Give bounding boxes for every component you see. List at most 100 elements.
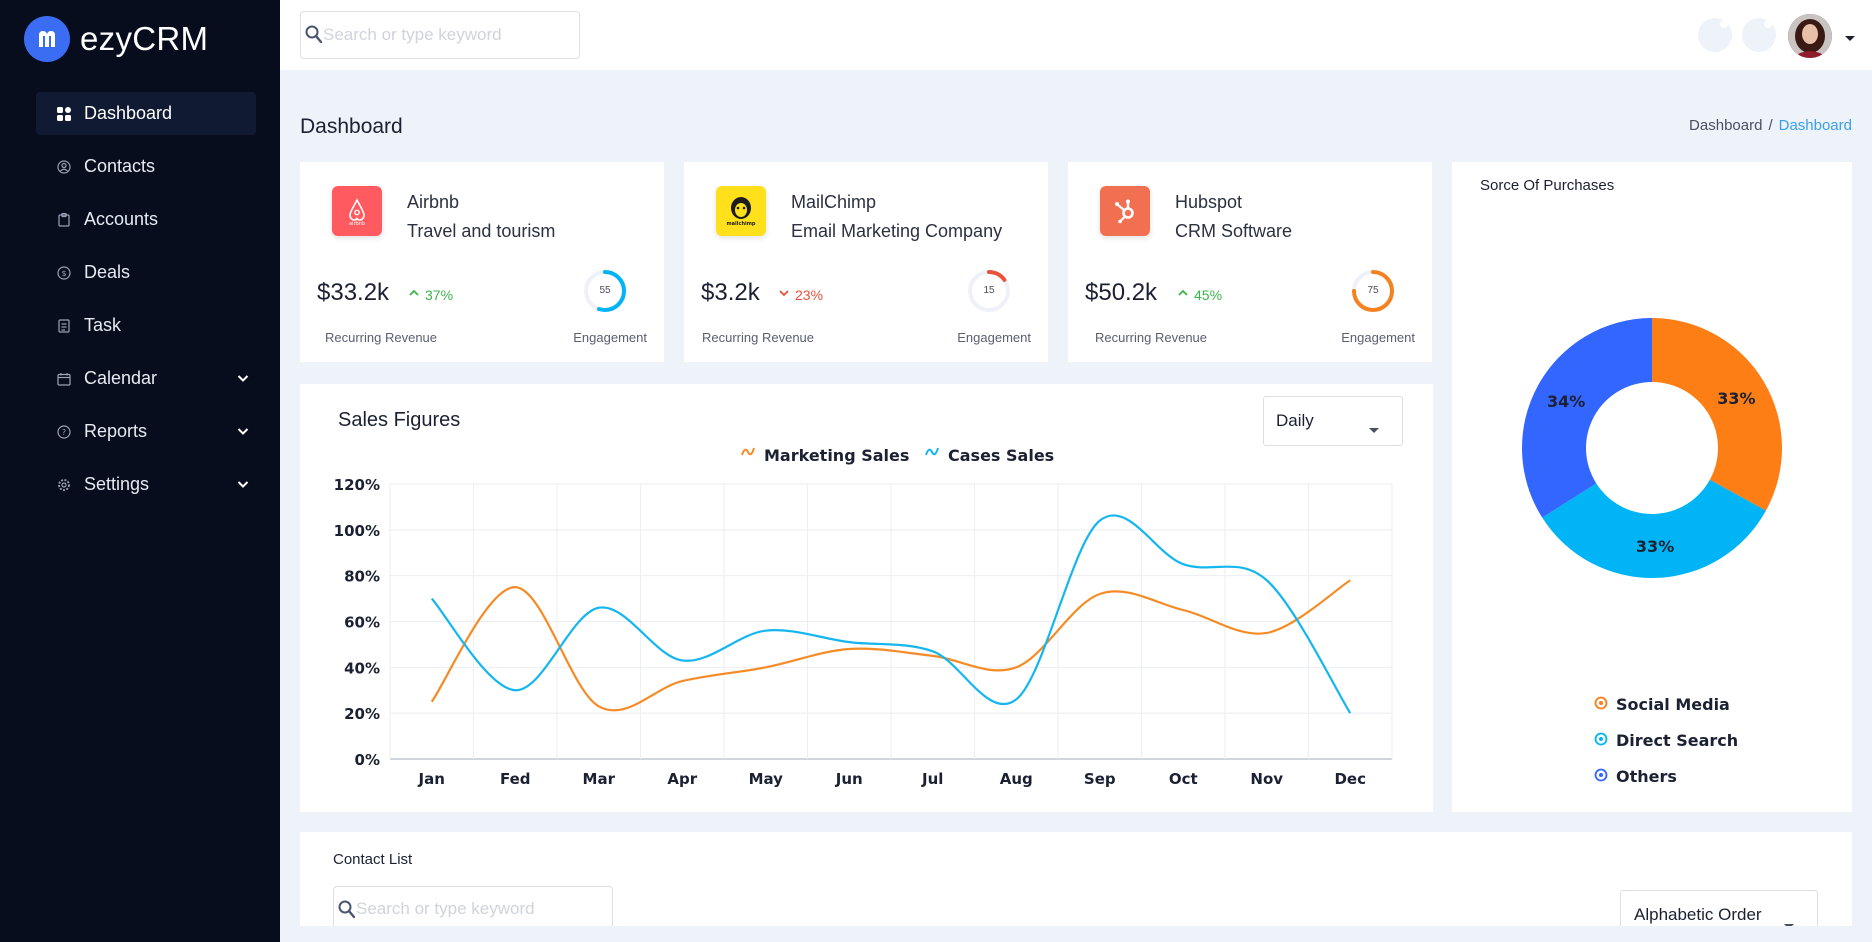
revenue-value: $3.2k bbox=[701, 279, 760, 306]
deals-icon: $ bbox=[56, 265, 72, 281]
y-tick-label: 20% bbox=[344, 705, 380, 723]
legend-label: Marketing Sales bbox=[764, 446, 909, 465]
engagement-label: Engagement bbox=[957, 330, 1031, 345]
x-tick-label: Jul bbox=[921, 770, 943, 788]
calendar-icon bbox=[56, 371, 72, 387]
revenue-value: $33.2k bbox=[317, 279, 390, 306]
search-input[interactable] bbox=[323, 25, 573, 45]
sidebar-item-settings[interactable]: Settings bbox=[36, 463, 256, 506]
breadcrumb-current[interactable]: Dashboard bbox=[1778, 117, 1852, 134]
sidebar-item-label: Contacts bbox=[84, 156, 156, 176]
avatar[interactable] bbox=[1788, 14, 1832, 58]
company-name: MailChimp bbox=[791, 192, 877, 212]
engagement-ring: 15 bbox=[966, 268, 1012, 314]
legend-label: Social Media bbox=[1616, 694, 1730, 714]
change-percent: 37% bbox=[425, 286, 454, 303]
series-line-cases-sales bbox=[430, 514, 1352, 714]
sidebar-item-reports[interactable]: ? Reports bbox=[36, 410, 256, 453]
mailchimp-logo-text: mailchimp bbox=[726, 221, 755, 227]
engagement-value: 15 bbox=[983, 285, 995, 296]
legend-wave-icon bbox=[741, 447, 755, 456]
period-select-value: Daily bbox=[1276, 411, 1314, 430]
message-button[interactable] bbox=[1742, 18, 1776, 52]
engagement-ring: 55 bbox=[582, 268, 628, 314]
donut-slice-others[interactable] bbox=[1522, 318, 1652, 518]
svg-text:$: $ bbox=[61, 269, 66, 278]
global-search bbox=[300, 11, 580, 59]
company-card-airbnb: airbnb Airbnb Travel and tourism $33.2k … bbox=[300, 162, 664, 362]
x-tick-label: Oct bbox=[1169, 770, 1198, 788]
notification-button[interactable] bbox=[1698, 18, 1732, 52]
x-tick-label: Sep bbox=[1084, 770, 1116, 788]
engagement-ring: 75 bbox=[1350, 268, 1396, 314]
sidebar-item-label: Task bbox=[84, 315, 122, 335]
chevron-down-icon[interactable] bbox=[236, 422, 250, 443]
revenue-change: 45% bbox=[1176, 286, 1222, 303]
engagement-label: Engagement bbox=[573, 330, 647, 345]
purchase-source-card: Sorce Of Purchases 33% 33% 34% Social Medi… bbox=[1452, 162, 1852, 812]
sort-order-value: Alphabetic Order bbox=[1634, 905, 1762, 924]
legend-label: Others bbox=[1616, 766, 1677, 786]
caret-down-icon[interactable] bbox=[1844, 30, 1856, 48]
page-title: Dashboard bbox=[300, 115, 403, 138]
legend-marker-icon bbox=[1594, 767, 1608, 786]
sidebar-item-task[interactable]: Task bbox=[36, 304, 256, 347]
sales-figures-card: 0% 20% 40% 60% 80% 100% 120% Jan Fed Mar Apr May Jun… bbox=[300, 384, 1433, 812]
sidebar-item-label: Reports bbox=[84, 421, 148, 441]
company-card-mailchimp: mailchimp MailChimp Email Marketing Comp… bbox=[684, 162, 1048, 362]
ezycrm-logo-icon bbox=[24, 16, 70, 62]
sidebar-item-label: Settings bbox=[84, 474, 150, 494]
notification-dot-icon bbox=[1720, 20, 1728, 28]
breadcrumb-link[interactable]: Dashboard bbox=[1689, 117, 1763, 134]
legend-item-social-media[interactable]: Social Media bbox=[1594, 686, 1738, 722]
sidebar-item-accounts[interactable]: Accounts bbox=[36, 198, 256, 241]
donut-slice-direct-search[interactable] bbox=[1542, 479, 1766, 578]
y-tick-label: 60% bbox=[344, 614, 380, 632]
y-tick-label: 40% bbox=[344, 659, 380, 677]
legend-label: Direct Search bbox=[1616, 730, 1739, 750]
accounts-icon bbox=[56, 212, 72, 228]
caret-down-icon bbox=[1368, 419, 1380, 439]
legend-item-others[interactable]: Others bbox=[1594, 758, 1738, 794]
period-select[interactable]: Daily bbox=[1263, 396, 1403, 446]
chevron-down-icon[interactable] bbox=[236, 475, 250, 496]
revenue-label: Recurring Revenue bbox=[1095, 330, 1208, 345]
chart-legend: Marketing Sales Cases Sales bbox=[741, 446, 1054, 465]
sales-title: Sales Figures bbox=[338, 409, 461, 431]
sidebar-item-deals[interactable]: $ Deals bbox=[36, 251, 256, 294]
brand[interactable]: ezyCRM bbox=[24, 16, 208, 62]
sidebar-item-contacts[interactable]: Contacts bbox=[36, 145, 256, 188]
purchase-source-donut-chart: 33% 33% 34% bbox=[1522, 318, 1782, 578]
settings-icon bbox=[56, 477, 72, 493]
contact-search-input[interactable] bbox=[356, 899, 606, 919]
airbnb-logo-icon: airbnb bbox=[332, 186, 382, 236]
donut-legend: Social Media Direct Search Others bbox=[1594, 686, 1738, 794]
donut-slice-social-media[interactable] bbox=[1652, 318, 1782, 511]
sidebar-item-dashboard[interactable]: Dashboard bbox=[36, 92, 256, 135]
topbar bbox=[280, 0, 1872, 70]
sidebar-item-calendar[interactable]: Calendar bbox=[36, 357, 256, 400]
x-tick-label: Jun bbox=[835, 770, 863, 788]
change-percent: 45% bbox=[1194, 286, 1223, 303]
chevron-down-icon[interactable] bbox=[236, 369, 250, 390]
change-percent: 23% bbox=[795, 286, 824, 303]
y-tick-label: 120% bbox=[334, 476, 380, 494]
svg-text:airbnb: airbnb bbox=[349, 221, 365, 226]
mailchimp-logo-icon: mailchimp bbox=[716, 186, 766, 236]
legend-marker-icon bbox=[1594, 695, 1608, 714]
legend-line-icon[interactable] bbox=[741, 447, 755, 456]
legend-item-direct-search[interactable]: Direct Search bbox=[1594, 722, 1738, 758]
engagement-label: Engagement bbox=[1341, 330, 1415, 345]
donut-title: Sorce Of Purchases bbox=[1480, 177, 1615, 194]
company-name: Hubspot bbox=[1175, 192, 1243, 212]
task-icon bbox=[56, 318, 72, 334]
search-icon bbox=[338, 900, 356, 925]
legend-marker-icon bbox=[1594, 731, 1608, 750]
dashboard-icon bbox=[56, 106, 72, 122]
legend-label: Cases Sales bbox=[948, 446, 1054, 465]
sidebar: ezyCRM Dashboard Contacts Accounts $ Dea… bbox=[0, 0, 280, 942]
contact-list-card: Contact List Alphabetic Order bbox=[300, 832, 1852, 942]
y-tick-label: 0% bbox=[355, 751, 380, 769]
legend-line-icon[interactable] bbox=[925, 447, 939, 456]
legend-wave-icon bbox=[925, 447, 939, 456]
